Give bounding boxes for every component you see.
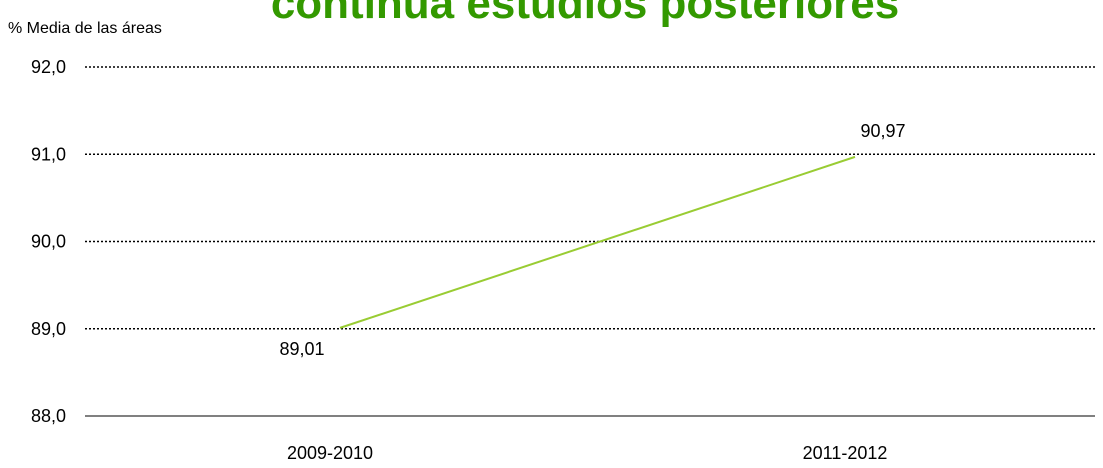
y-tick-label: 88,0 xyxy=(31,406,66,426)
y-axis-label: % Media de las áreas xyxy=(8,20,162,37)
chart-title: continúa estudios posteriores xyxy=(271,0,899,28)
line xyxy=(339,155,856,329)
y-tick-label: 92,0 xyxy=(31,57,66,77)
y-tick-label: 89,0 xyxy=(31,319,66,339)
data-label: 90,97 xyxy=(860,121,905,141)
x-tick-label: 2009-2010 xyxy=(287,443,373,463)
y-tick-label: 90,0 xyxy=(31,232,66,252)
y-tick-label: 91,0 xyxy=(31,144,66,164)
data-label: 89,01 xyxy=(279,339,324,359)
x-tick-label: 2011-2012 xyxy=(803,443,888,463)
